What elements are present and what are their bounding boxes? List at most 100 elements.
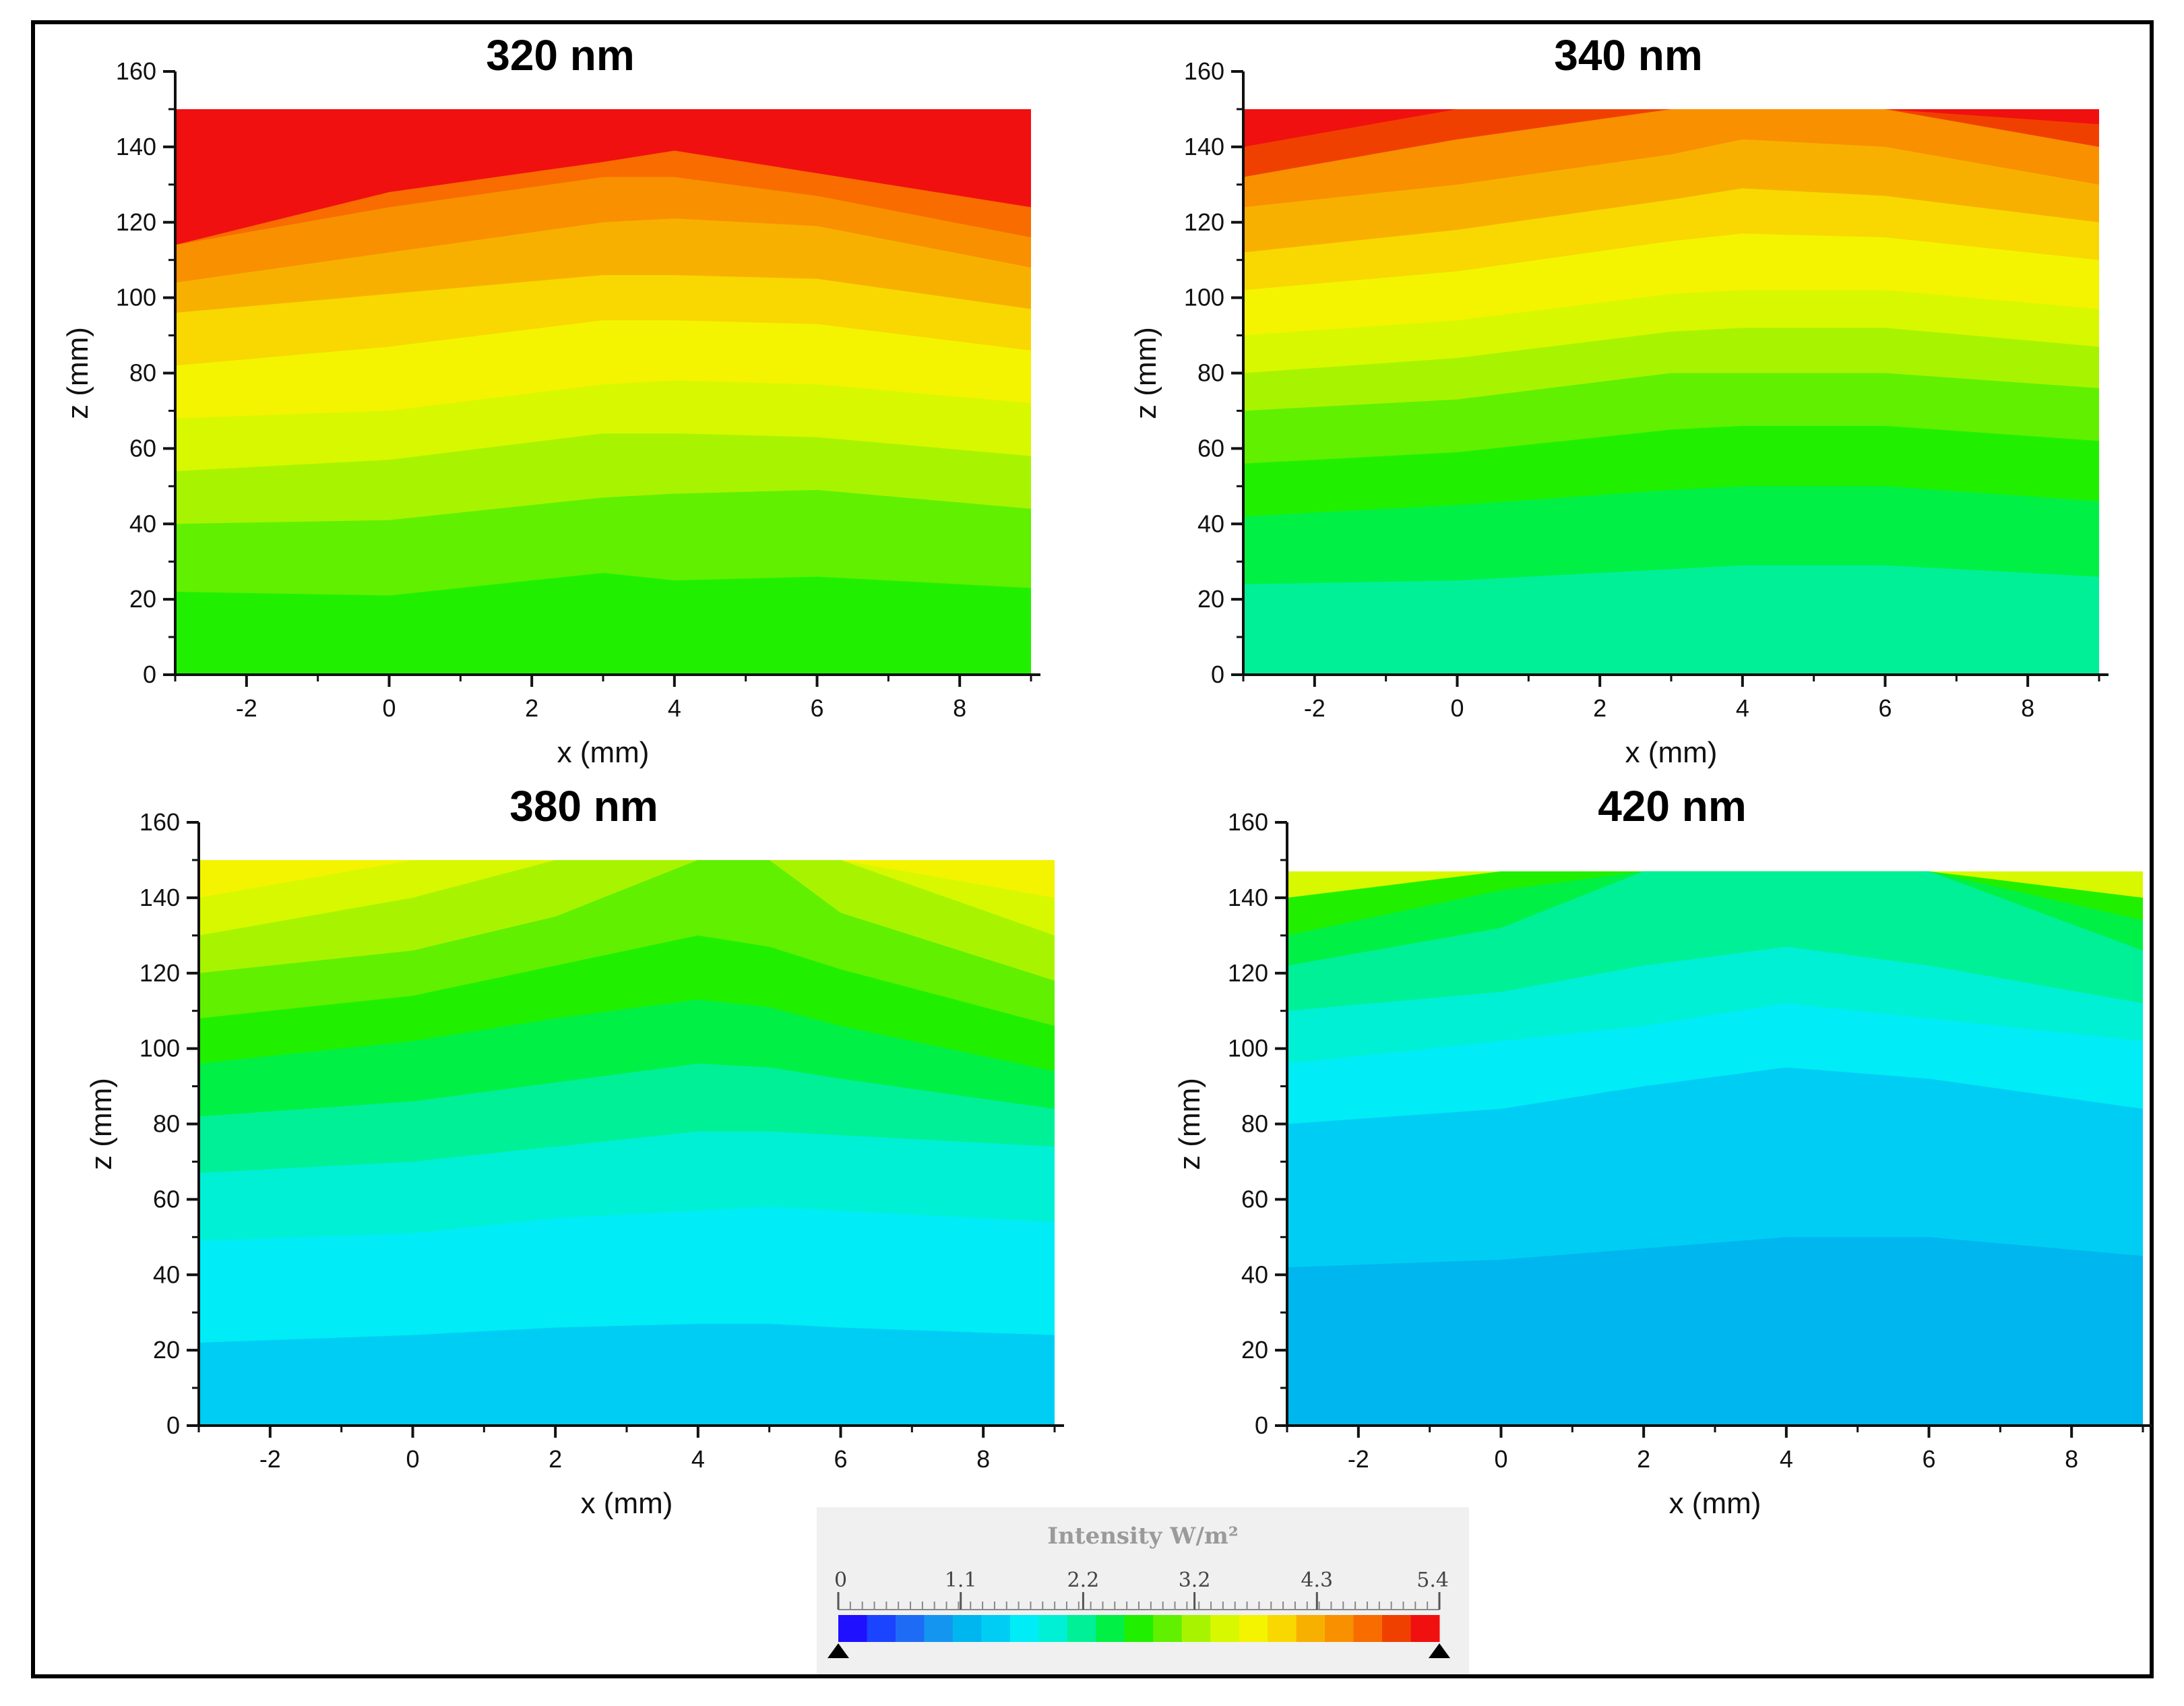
x-tick-label: 8 xyxy=(2065,1445,2078,1473)
colorbar-swatch xyxy=(1124,1615,1154,1642)
y-tick-label: 80 xyxy=(153,1110,180,1138)
y-tick-label: 140 xyxy=(116,133,156,160)
x-axis-label: x (mm) xyxy=(1669,1487,1761,1520)
x-tick-label: 6 xyxy=(1922,1445,1935,1473)
x-tick-label: 2 xyxy=(549,1445,562,1473)
y-tick-label: 40 xyxy=(1241,1260,1268,1288)
colorbar-swatch xyxy=(1153,1615,1183,1642)
contour-plot-340nm: 0 20 40 60 80 100 120 140 160 -2 0 2 4 6 8 340 nm x (mm)… xyxy=(1129,38,2109,769)
colorbar-tick-label: 2.2 xyxy=(1067,1568,1100,1592)
x-axis-label: x (mm) xyxy=(1625,736,1718,769)
contour-band xyxy=(199,1323,1055,1426)
colorbar-max-handle[interactable] xyxy=(1429,1643,1450,1658)
y-tick-label: 160 xyxy=(1228,808,1268,836)
colorbar-swatch xyxy=(867,1615,896,1642)
x-tick-label: 4 xyxy=(1780,1445,1793,1473)
y-tick-label: 20 xyxy=(153,1336,180,1364)
colorbar-min-handle[interactable] xyxy=(828,1643,849,1658)
colorbar-tick-label: 3.2 xyxy=(1179,1568,1211,1592)
colorbar-tick-label: 1.1 xyxy=(945,1568,977,1592)
x-tick-label: 0 xyxy=(1494,1445,1507,1473)
y-tick-label: 80 xyxy=(129,359,156,387)
y-tick-label: 60 xyxy=(1241,1185,1268,1213)
colorbar-swatch xyxy=(952,1615,982,1642)
y-tick-label: 120 xyxy=(139,959,180,987)
colorbar-swatch xyxy=(838,1615,867,1642)
colorbar-swatch xyxy=(1096,1615,1125,1642)
y-tick-label: 140 xyxy=(139,884,180,911)
y-tick-label: 60 xyxy=(129,434,156,462)
y-tick-label: 20 xyxy=(1197,585,1224,613)
y-tick-label: 20 xyxy=(129,585,156,613)
colorbar-tick-label: 4.3 xyxy=(1301,1568,1333,1592)
y-tick-label: 40 xyxy=(153,1260,180,1288)
panel-340nm: 0 20 40 60 80 100 120 140 160 -2 0 2 4 6 8 340 nm x (mm)… xyxy=(1115,38,2126,786)
y-tick-label: 160 xyxy=(139,808,180,836)
y-axis-label: z (mm) xyxy=(61,327,94,419)
y-tick-label: 40 xyxy=(129,510,156,537)
y-tick-label: 100 xyxy=(1184,284,1224,311)
x-tick-label: 6 xyxy=(834,1445,847,1473)
y-tick-label: 20 xyxy=(1241,1336,1268,1364)
colorbar-swatch xyxy=(1382,1615,1412,1642)
x-axis-label: x (mm) xyxy=(581,1487,673,1520)
contour-band xyxy=(175,572,1031,675)
y-tick-label: 100 xyxy=(1228,1035,1268,1062)
y-tick-label: 120 xyxy=(1184,208,1224,236)
panel-title: 380 nm xyxy=(509,789,658,830)
colorbar-swatch xyxy=(981,1615,1011,1642)
x-tick-label: 2 xyxy=(1593,694,1606,722)
panel-420nm: 0 20 40 60 80 100 120 140 160 -2 0 2 4 6 8 420 nm x (mm)… xyxy=(1159,789,2170,1537)
colorbar-swatch xyxy=(1009,1615,1039,1642)
colorbar-legend: Intensity W/m² 0 1.1 2.2 3.2 4.3 5.4 xyxy=(817,1507,1469,1674)
colorbar-swatch xyxy=(1038,1615,1068,1642)
x-tick-label: 6 xyxy=(810,694,823,722)
colorbar-svg: Intensity W/m² 0 1.1 2.2 3.2 4.3 5.4 xyxy=(828,1523,1450,1658)
y-axis-label: z (mm) xyxy=(1173,1078,1206,1170)
y-tick-label: 140 xyxy=(1184,133,1224,160)
colorbar-swatch xyxy=(924,1615,954,1642)
x-tick-label: 0 xyxy=(382,694,396,722)
contour-band xyxy=(1243,565,2099,675)
y-tick-label: 100 xyxy=(139,1035,180,1062)
colorbar-swatch xyxy=(1181,1615,1211,1642)
x-tick-label: 4 xyxy=(691,1445,705,1473)
panel-title: 340 nm xyxy=(1554,38,1703,80)
x-tick-label: 4 xyxy=(668,694,681,722)
y-tick-label: 0 xyxy=(1211,661,1224,688)
x-tick-label: 0 xyxy=(1450,694,1464,722)
y-tick-label: 120 xyxy=(1228,959,1268,987)
x-tick-label: 8 xyxy=(2021,694,2034,722)
y-tick-label: 0 xyxy=(1255,1411,1268,1439)
panel-380nm: 0 20 40 60 80 100 120 140 160 -2 0 2 4 6 8 380 nm x (mm)… xyxy=(71,789,1082,1537)
colorbar-swatch xyxy=(1067,1615,1096,1642)
x-tick-label: 6 xyxy=(1878,694,1892,722)
colorbar-title: Intensity W/m² xyxy=(1047,1523,1239,1550)
y-tick-label: 40 xyxy=(1197,510,1224,537)
x-tick-label: -2 xyxy=(259,1445,281,1473)
panel-title: 420 nm xyxy=(1598,789,1747,830)
y-tick-label: 100 xyxy=(116,284,156,311)
x-tick-label: -2 xyxy=(1304,694,1325,722)
x-tick-label: -2 xyxy=(236,694,257,722)
colorbar-tick-label: 5.4 xyxy=(1416,1568,1449,1592)
y-tick-label: 160 xyxy=(1184,57,1224,85)
colorbar-swatch xyxy=(1268,1615,1297,1642)
panel-title: 320 nm xyxy=(486,38,635,80)
colorbar-swatch xyxy=(1239,1615,1268,1642)
y-tick-label: 0 xyxy=(166,1411,180,1439)
x-tick-label: 2 xyxy=(1637,1445,1650,1473)
y-axis-label: z (mm) xyxy=(1129,327,1162,419)
colorbar-swatch xyxy=(1353,1615,1383,1642)
contour-band xyxy=(1287,1237,2143,1426)
y-tick-label: 140 xyxy=(1228,884,1268,911)
contour-plot-320nm: 0 20 40 60 80 100 120 140 160 -2 0 2 4 6 8 320 nm x (mm)… xyxy=(61,38,1040,769)
y-tick-label: 0 xyxy=(143,661,156,688)
y-tick-label: 80 xyxy=(1241,1110,1268,1138)
x-tick-label: 8 xyxy=(953,694,966,722)
contour-plot-420nm: 0 20 40 60 80 100 120 140 160 -2 0 2 4 6 8 420 nm x (mm)… xyxy=(1173,789,2152,1520)
y-tick-label: 120 xyxy=(116,208,156,236)
colorbar-swatch xyxy=(1410,1615,1440,1642)
x-tick-label: 8 xyxy=(976,1445,990,1473)
colorbar-swatch xyxy=(1296,1615,1325,1642)
